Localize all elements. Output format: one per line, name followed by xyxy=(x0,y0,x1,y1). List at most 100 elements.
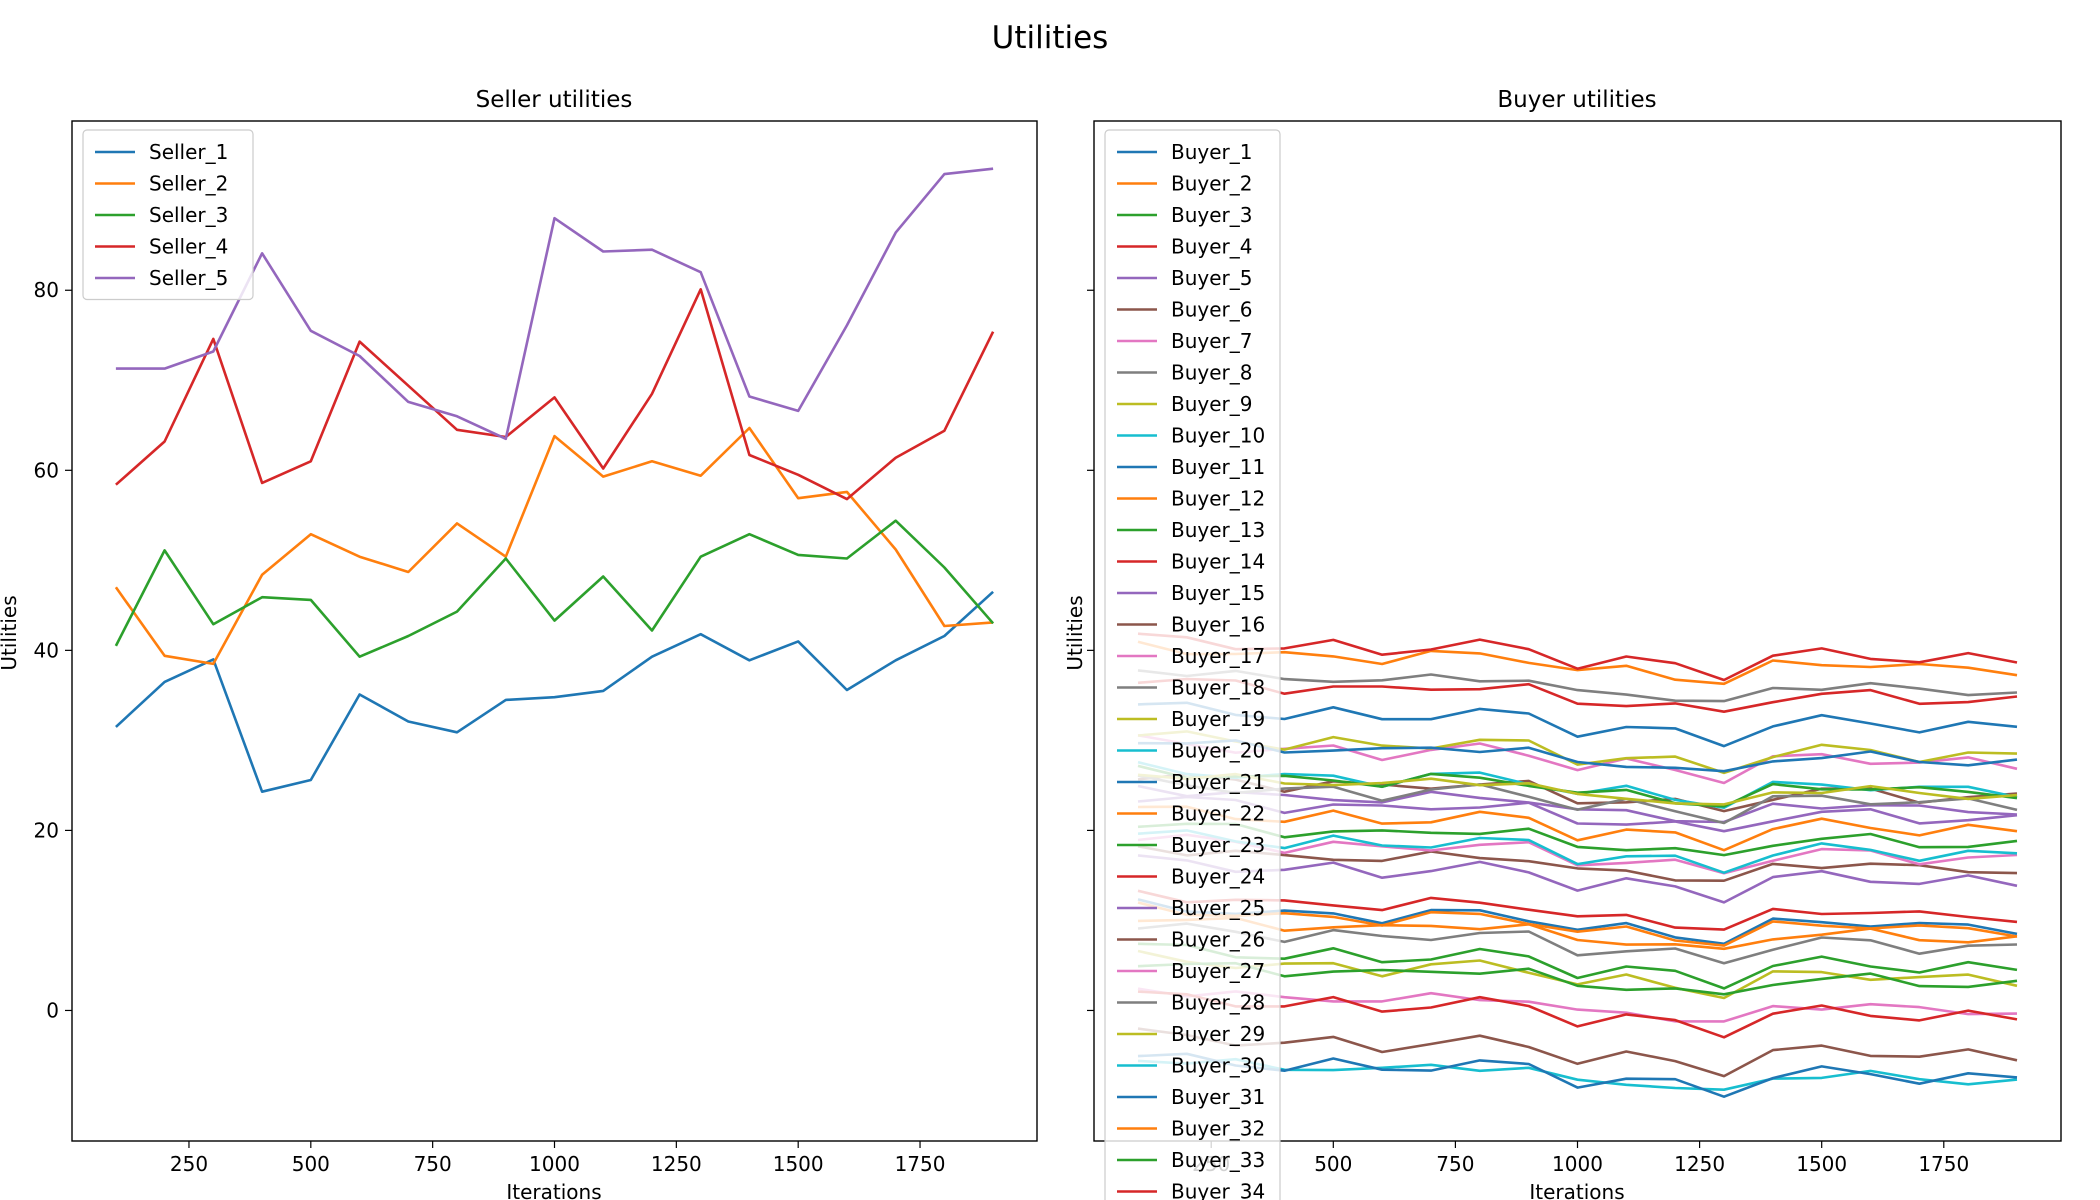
buyer-legend-label: Buyer_14 xyxy=(1171,550,1265,574)
buyer-legend-label: Buyer_23 xyxy=(1171,833,1265,857)
seller-y-tick-label: 20 xyxy=(34,818,59,842)
buyer-legend: Buyer_1 Buyer_2 Buyer_3 Buyer_4 Buyer_5 Buyer… xyxy=(1104,129,1281,1200)
buyer-legend-label: Buyer_34 xyxy=(1171,1180,1265,1200)
buyer-series-line-buyer-2 xyxy=(1137,640,2018,686)
buyer-series-line-buyer-15 xyxy=(1137,854,2018,904)
seller-x-tick-label: 250 xyxy=(170,1152,208,1176)
buyer-y-axis-label: Utilities xyxy=(1063,595,1087,670)
buyer-legend-label: Buyer_9 xyxy=(1171,392,1252,416)
seller-axes-frame xyxy=(71,120,1038,1142)
buyer-legend-label: Buyer_3 xyxy=(1171,203,1252,227)
buyer-series-line-buyer-11 xyxy=(1137,739,2018,773)
buyer-series-line-buyer-9 xyxy=(1137,730,2018,775)
seller-utilities-panel: Seller utilities Iterations Utilities 25… xyxy=(0,87,1038,1200)
buyer-series-line-buyer-1 xyxy=(1137,701,2018,748)
seller-y-tick-label: 40 xyxy=(34,638,59,662)
buyer-legend-label: Buyer_10 xyxy=(1171,424,1265,448)
buyer-x-tick-label: 1750 xyxy=(1918,1152,1969,1176)
buyer-legend-label: Buyer_27 xyxy=(1171,959,1265,983)
buyer-legend-label: Buyer_28 xyxy=(1171,991,1265,1015)
buyer-series-line-buyer-8 xyxy=(1137,669,2018,703)
seller-x-tick-label: 500 xyxy=(292,1152,330,1176)
buyer-legend-label: Buyer_33 xyxy=(1171,1148,1265,1172)
buyer-series-line-buyer-28 xyxy=(1137,922,2018,965)
figure-suptitle: Utilities xyxy=(992,20,1109,56)
buyer-x-tick-label: 750 xyxy=(1436,1152,1474,1176)
buyer-legend-label: Buyer_1 xyxy=(1171,140,1252,164)
buyer-x-axis-label: Iterations xyxy=(1529,1180,1624,1200)
buyer-legend-label: Buyer_21 xyxy=(1171,770,1265,794)
buyer-legend-label: Buyer_8 xyxy=(1171,361,1252,385)
buyer-series-line-buyer-26 xyxy=(1137,1027,2018,1078)
buyer-series-line-buyer-24 xyxy=(1137,889,2018,931)
buyer-series-line-buyer-31 xyxy=(1137,1052,2018,1098)
seller-series-line-seller-2 xyxy=(114,426,994,666)
buyer-legend-label: Buyer_13 xyxy=(1171,518,1265,542)
buyer-axes-frame xyxy=(1093,120,2062,1142)
buyer-legend-label: Buyer_15 xyxy=(1171,581,1265,605)
seller-y-tick-label: 0 xyxy=(46,998,59,1022)
seller-legend-label: Seller_5 xyxy=(149,266,228,290)
buyer-series-line-buyer-19 xyxy=(1137,772,2018,806)
buyer-series-line-buyer-29 xyxy=(1137,949,2018,1000)
buyer-legend-label: Buyer_31 xyxy=(1171,1085,1265,1109)
buyer-series-line-buyer-23 xyxy=(1137,942,2018,990)
buyer-legend-label: Buyer_26 xyxy=(1171,928,1265,952)
seller-x-tick-label: 1750 xyxy=(895,1152,946,1176)
buyer-x-tick-label: 1250 xyxy=(1674,1152,1725,1176)
buyer-legend-label: Buyer_24 xyxy=(1171,865,1265,889)
seller-panel-title: Seller utilities xyxy=(476,87,633,113)
buyer-legend-label: Buyer_16 xyxy=(1171,613,1265,637)
seller-series-line-seller-3 xyxy=(114,519,995,658)
buyer-series-line-buyer-20 xyxy=(1137,829,2018,874)
buyer-series-line-buyer-32 xyxy=(1137,901,2018,947)
seller-legend-box xyxy=(82,129,254,301)
seller-x-tick-label: 1000 xyxy=(529,1152,580,1176)
buyer-legend-label: Buyer_29 xyxy=(1171,1022,1265,1046)
buyer-legend-label: Buyer_6 xyxy=(1171,298,1252,322)
buyer-legend-label: Buyer_19 xyxy=(1171,707,1265,731)
seller-legend-label: Seller_3 xyxy=(149,203,228,227)
seller-y-tick-label: 60 xyxy=(34,458,59,482)
buyer-series-line-buyer-27 xyxy=(1137,987,2018,1023)
seller-legend-label: Seller_1 xyxy=(149,140,228,164)
buyer-legend-label: Buyer_2 xyxy=(1171,172,1252,196)
buyer-panel-title: Buyer utilities xyxy=(1497,87,1656,113)
buyer-series-line-buyer-18 xyxy=(1137,774,2018,825)
buyer-x-tick-label: 1000 xyxy=(1552,1152,1603,1176)
buyer-series-line-buyer-3 xyxy=(1137,822,2018,857)
buyer-utilities-panel: Buyer utilities Iterations Utilities 250… xyxy=(1063,87,2062,1200)
seller-series-line-seller-1 xyxy=(115,590,994,793)
buyer-legend-label: Buyer_12 xyxy=(1171,487,1265,511)
buyer-series-line-buyer-12 xyxy=(1137,805,2018,852)
buyer-legend-box xyxy=(1104,129,1281,1200)
seller-x-tick-label: 1500 xyxy=(773,1152,824,1176)
seller-x-tick-label: 1250 xyxy=(651,1152,702,1176)
buyer-legend-label: Buyer_4 xyxy=(1171,235,1252,259)
seller-x-axis-label: Iterations xyxy=(506,1180,601,1200)
buyer-series-line-buyer-14 xyxy=(1137,677,2018,713)
seller-y-axis-label: Utilities xyxy=(0,595,21,670)
buyer-legend-label: Buyer_22 xyxy=(1171,802,1265,826)
buyer-legend-label: Buyer_25 xyxy=(1171,896,1265,920)
buyer-legend-label: Buyer_20 xyxy=(1171,739,1265,763)
buyer-legend-label: Buyer_30 xyxy=(1171,1054,1265,1078)
buyer-series-line-buyer-4 xyxy=(1137,632,2018,682)
buyer-legend-label: Buyer_32 xyxy=(1171,1117,1265,1141)
buyer-x-tick-label: 500 xyxy=(1314,1152,1352,1176)
seller-series-line-seller-4 xyxy=(115,288,995,501)
seller-series-line-seller-5 xyxy=(115,167,994,441)
buyer-legend-label: Buyer_18 xyxy=(1171,676,1265,700)
buyer-series-line-buyer-33 xyxy=(1137,961,2018,996)
seller-y-tick-label: 80 xyxy=(34,278,59,302)
buyer-legend-label: Buyer_11 xyxy=(1171,455,1265,479)
seller-x-tick-label: 750 xyxy=(414,1152,452,1176)
seller-legend-label: Seller_2 xyxy=(149,172,228,196)
buyer-legend-label: Buyer_7 xyxy=(1171,329,1252,353)
seller-legend-label: Seller_4 xyxy=(149,235,228,259)
buyer-series-line-buyer-21 xyxy=(1137,898,2018,946)
buyer-legend-label: Buyer_5 xyxy=(1171,266,1252,290)
seller-legend: Seller_1 Seller_2 Seller_3 Seller_4 Seller_5 xyxy=(82,129,254,301)
buyer-legend-label: Buyer_17 xyxy=(1171,644,1265,668)
